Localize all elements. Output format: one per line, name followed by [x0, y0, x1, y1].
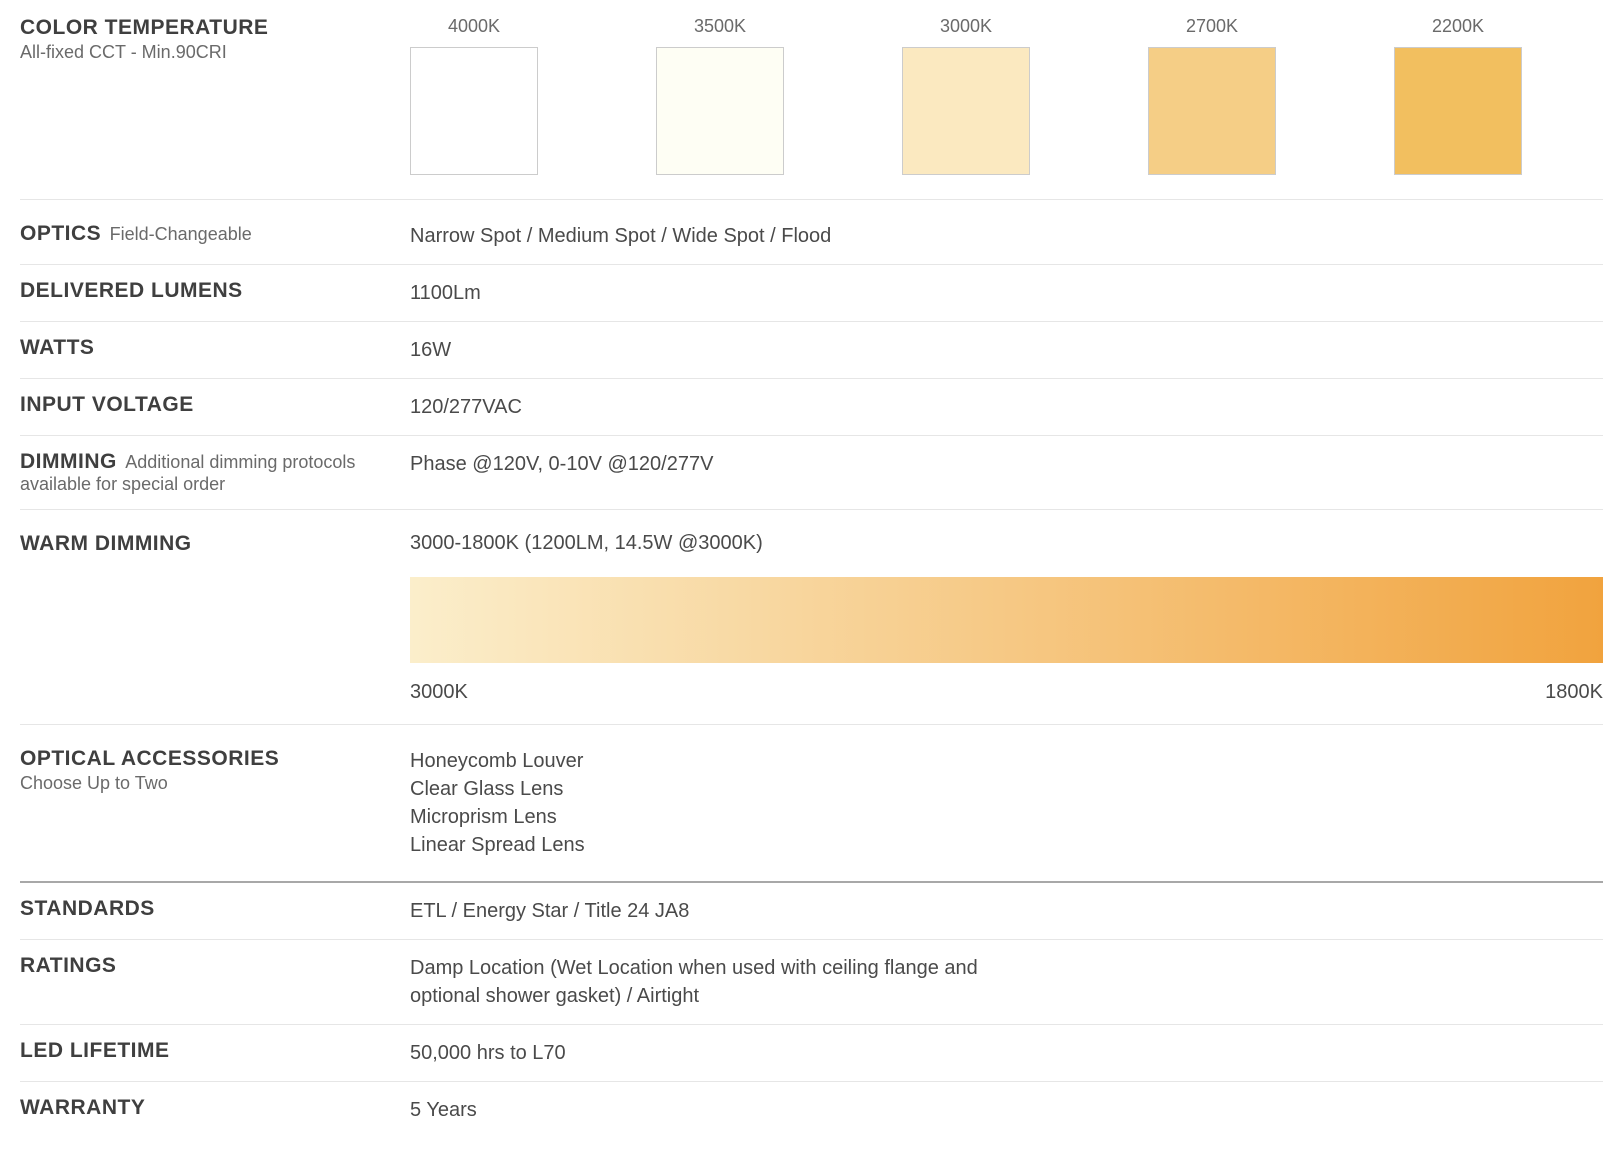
- watts-label-col: WATTS: [20, 336, 410, 360]
- warm-dim-content: 3000-1800K (1200LM, 14.5W @3000K) 3000K …: [410, 532, 1603, 704]
- lumens-title: DELIVERED LUMENS: [20, 279, 243, 302]
- optics-sub: Field-Changeable: [110, 224, 252, 244]
- standards-row: STANDARDS ETL / Energy Star / Title 24 J…: [20, 883, 1603, 940]
- cct-swatch-0: 4000K: [410, 16, 538, 175]
- dimming-value: Phase @120V, 0-10V @120/277V: [410, 450, 1603, 478]
- cct-swatch-3: 2700K: [1148, 16, 1276, 175]
- watts-row: WATTS 16W: [20, 322, 1603, 379]
- voltage-value: 120/277VAC: [410, 393, 1603, 421]
- optics-value: Narrow Spot / Medium Spot / Wide Spot / …: [410, 222, 1603, 250]
- cct-swatch-area: 4000K 3500K 3000K 2700K 2200K: [410, 16, 1603, 175]
- warm-dim-right-label: 1800K: [1545, 681, 1603, 704]
- cct-subtitle: All-fixed CCT - Min.90CRI: [20, 42, 390, 63]
- lifetime-row: LED LIFETIME 50,000 hrs to L70: [20, 1025, 1603, 1082]
- cct-swatch-label: 3500K: [694, 16, 746, 37]
- warm-dim-title: WARM DIMMING: [20, 532, 192, 555]
- standards-title: STANDARDS: [20, 897, 155, 920]
- warm-dim-label-col: WARM DIMMING: [20, 532, 410, 556]
- lumens-label-col: DELIVERED LUMENS: [20, 279, 410, 303]
- cct-swatch-box: [656, 47, 784, 175]
- optics-row: OPTICS Field-Changeable Narrow Spot / Me…: [20, 200, 1603, 265]
- accessories-label-col: OPTICAL ACCESSORIES Choose Up to Two: [20, 747, 410, 794]
- voltage-title: INPUT VOLTAGE: [20, 393, 194, 416]
- voltage-label-col: INPUT VOLTAGE: [20, 393, 410, 417]
- dimming-title: DIMMING: [20, 450, 117, 473]
- accessory-item: Honeycomb Louver: [410, 747, 1603, 775]
- ratings-row: RATINGS Damp Location (Wet Location when…: [20, 940, 1603, 1025]
- cct-swatch-1: 3500K: [656, 16, 784, 175]
- warm-dimming-row: WARM DIMMING 3000-1800K (1200LM, 14.5W @…: [20, 510, 1603, 725]
- cct-swatch-label: 2200K: [1432, 16, 1484, 37]
- cct-title: COLOR TEMPERATURE: [20, 16, 268, 39]
- ratings-value: Damp Location (Wet Location when used wi…: [410, 954, 1010, 1010]
- accessory-item: Microprism Lens: [410, 803, 1603, 831]
- dimming-label-col: DIMMING Additional dimming protocols ava…: [20, 450, 410, 495]
- cct-swatch-label: 2700K: [1186, 16, 1238, 37]
- lifetime-value: 50,000 hrs to L70: [410, 1039, 1603, 1067]
- cct-label-col: COLOR TEMPERATURE All-fixed CCT - Min.90…: [20, 16, 410, 63]
- voltage-row: INPUT VOLTAGE 120/277VAC: [20, 379, 1603, 436]
- cct-swatch-box: [902, 47, 1030, 175]
- warm-dim-gradient-labels: 3000K 1800K: [410, 681, 1603, 704]
- ratings-label-col: RATINGS: [20, 954, 410, 978]
- color-temperature-row: COLOR TEMPERATURE All-fixed CCT - Min.90…: [20, 10, 1603, 200]
- cct-swatch-box: [1148, 47, 1276, 175]
- lumens-value: 1100Lm: [410, 279, 1603, 307]
- lifetime-title: LED LIFETIME: [20, 1039, 170, 1062]
- cct-swatch-box: [410, 47, 538, 175]
- watts-title: WATTS: [20, 336, 94, 359]
- warranty-value: 5 Years: [410, 1096, 1603, 1124]
- warm-dim-value: 3000-1800K (1200LM, 14.5W @3000K): [410, 532, 1603, 555]
- accessories-value: Honeycomb Louver Clear Glass Lens Microp…: [410, 747, 1603, 859]
- accessories-sub: Choose Up to Two: [20, 773, 390, 794]
- warm-dim-gradient: [410, 577, 1603, 663]
- accessory-item: Linear Spread Lens: [410, 831, 1603, 859]
- accessories-title: OPTICAL ACCESSORIES: [20, 747, 279, 770]
- cct-swatch-2: 3000K: [902, 16, 1030, 175]
- lifetime-label-col: LED LIFETIME: [20, 1039, 410, 1063]
- optics-label-col: OPTICS Field-Changeable: [20, 222, 410, 246]
- accessories-row: OPTICAL ACCESSORIES Choose Up to Two Hon…: [20, 725, 1603, 883]
- optics-title: OPTICS: [20, 222, 101, 245]
- accessory-item: Clear Glass Lens: [410, 775, 1603, 803]
- ratings-title: RATINGS: [20, 954, 116, 977]
- warm-dim-left-label: 3000K: [410, 681, 468, 704]
- lumens-row: DELIVERED LUMENS 1100Lm: [20, 265, 1603, 322]
- standards-label-col: STANDARDS: [20, 897, 410, 921]
- cct-swatch-label: 4000K: [448, 16, 500, 37]
- standards-value: ETL / Energy Star / Title 24 JA8: [410, 897, 1603, 925]
- cct-swatch-4: 2200K: [1394, 16, 1522, 175]
- warranty-label-col: WARRANTY: [20, 1096, 410, 1120]
- warranty-title: WARRANTY: [20, 1096, 145, 1119]
- dimming-row: DIMMING Additional dimming protocols ava…: [20, 436, 1603, 510]
- warranty-row: WARRANTY 5 Years: [20, 1082, 1603, 1138]
- cct-swatch-box: [1394, 47, 1522, 175]
- watts-value: 16W: [410, 336, 1603, 364]
- cct-swatch-label: 3000K: [940, 16, 992, 37]
